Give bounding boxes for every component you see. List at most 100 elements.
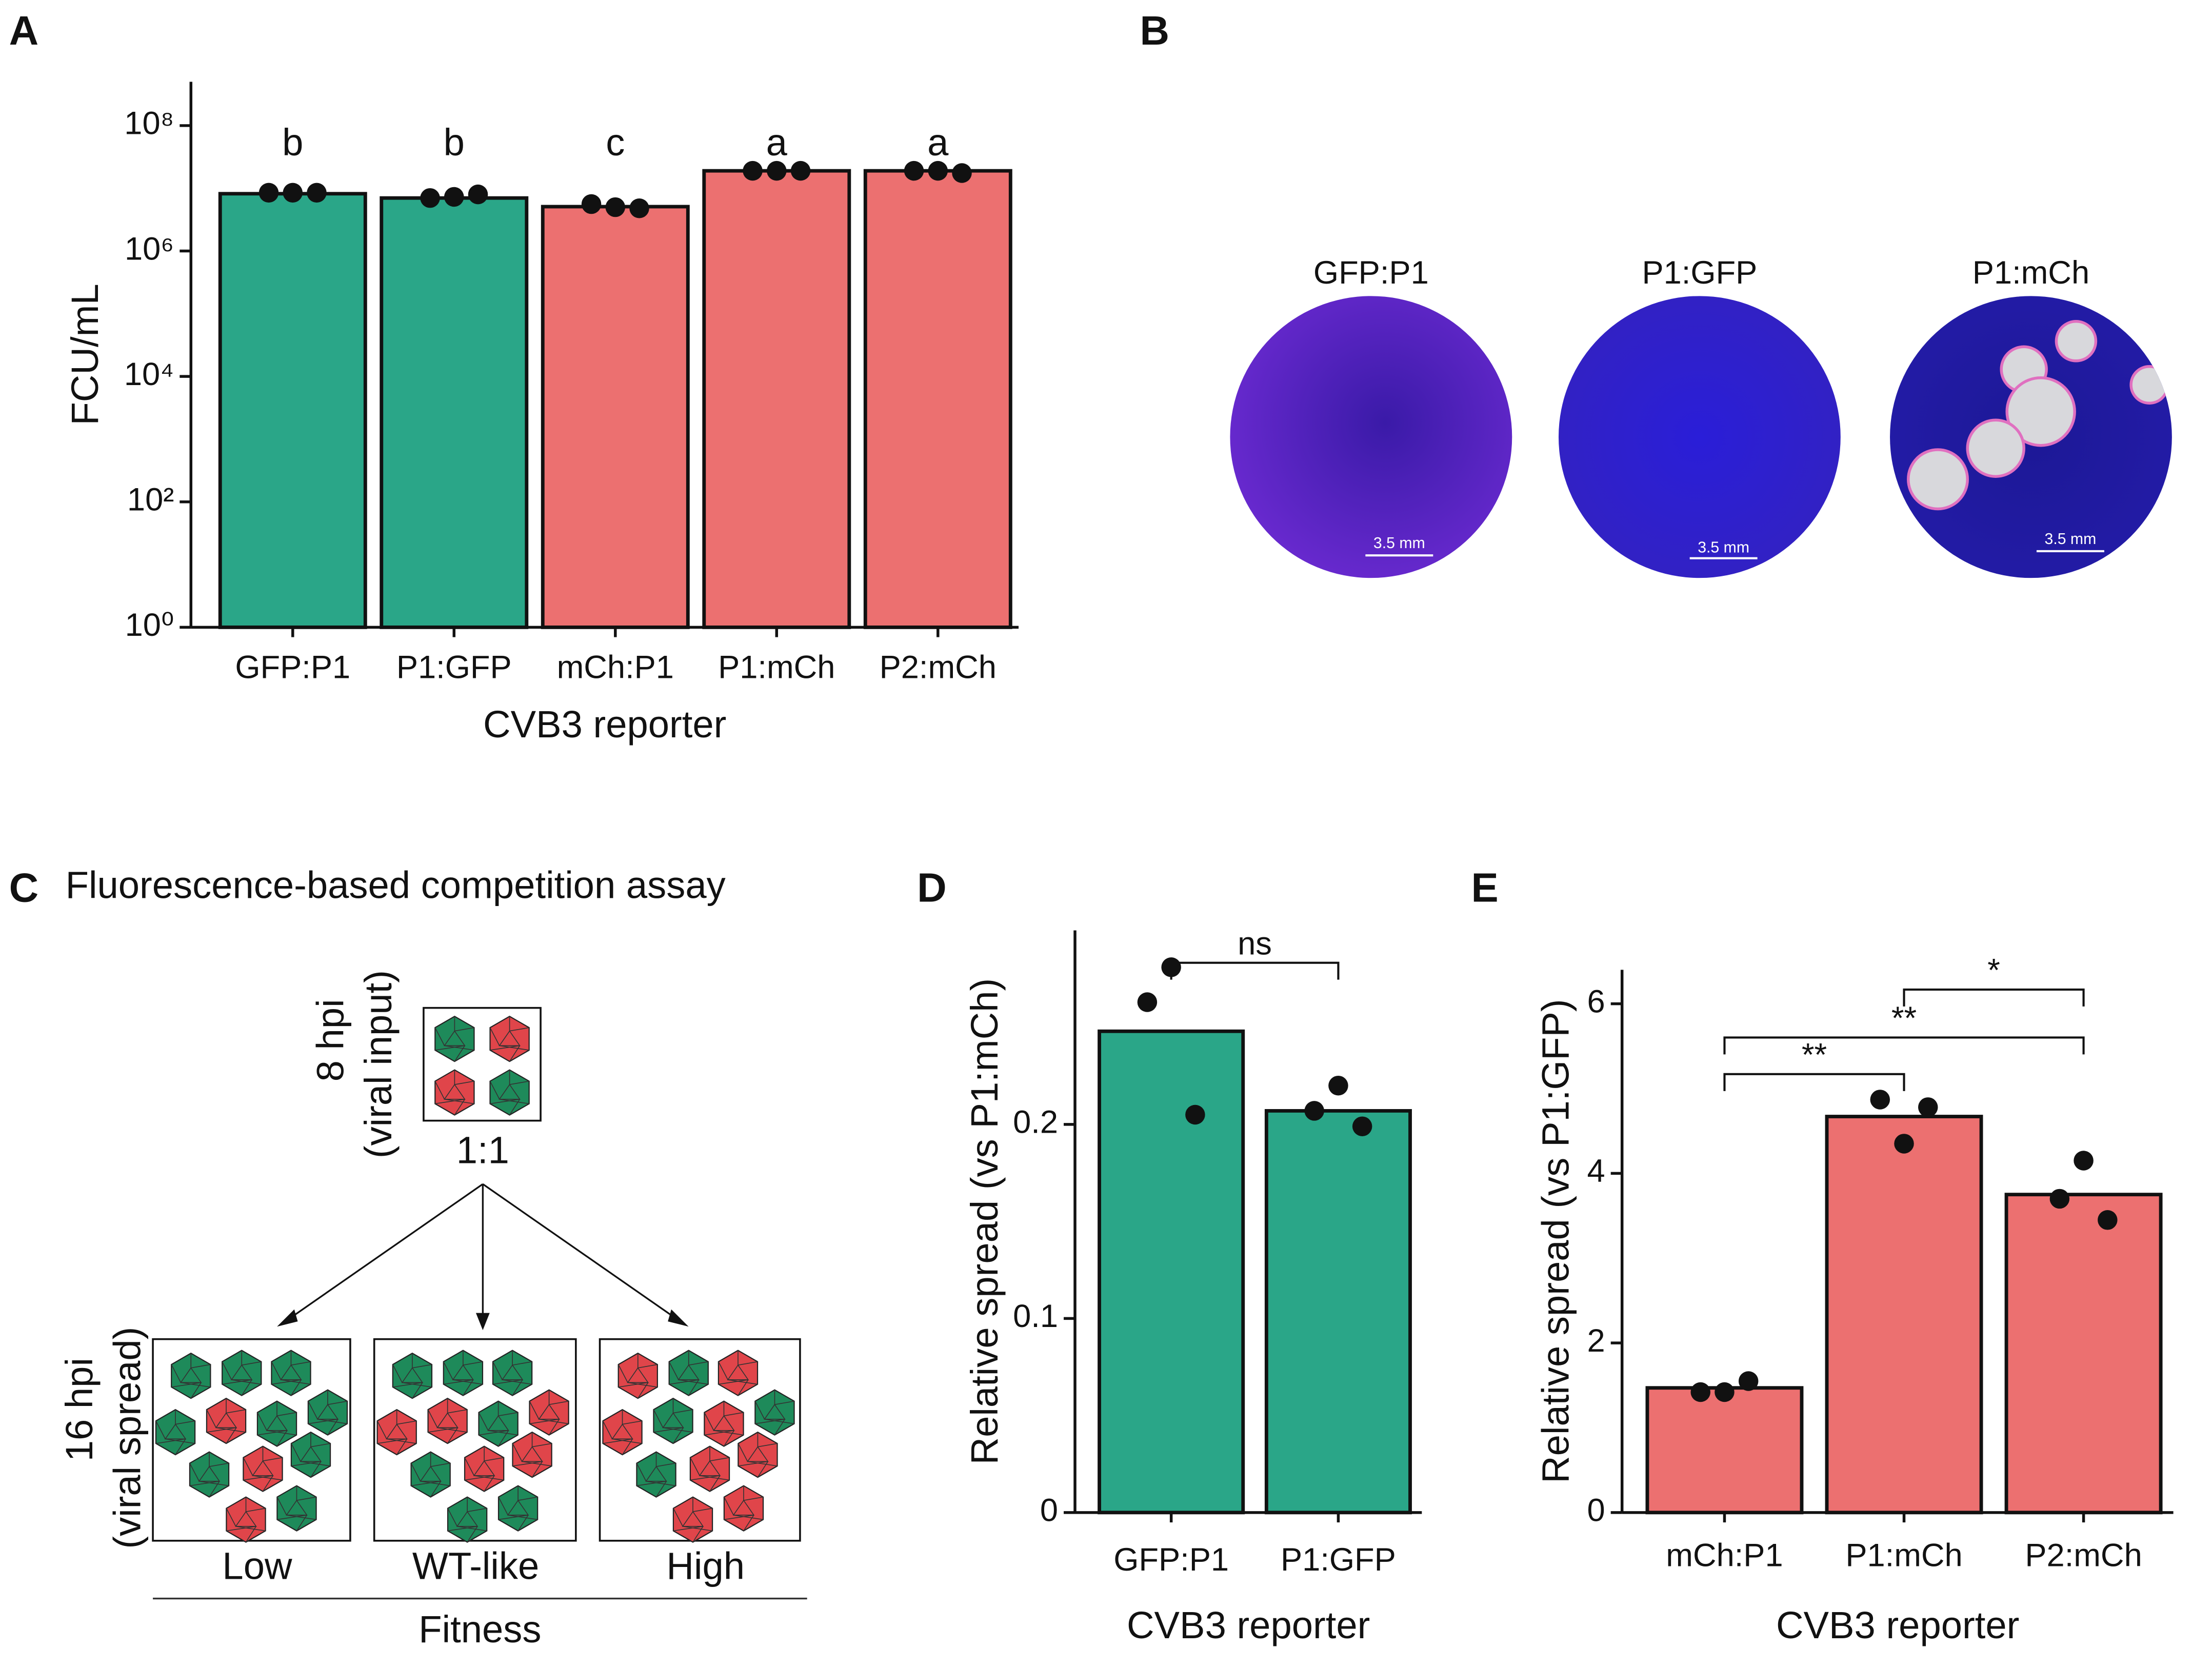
group-letter: a: [766, 121, 788, 164]
virion-face: [444, 1083, 466, 1100]
micrographs: GFP:P1 P1:GFP P1:mCh 3.5 mm 3.5 mm 3.5 m…: [1230, 255, 2172, 578]
virion-icon: [427, 1397, 468, 1444]
virion-edge: [488, 1430, 518, 1436]
virion-edge: [420, 1480, 450, 1486]
virion-edge: [474, 1475, 504, 1481]
virion-edge: [498, 1412, 518, 1417]
bar: [2004, 1193, 2163, 1515]
virion-edge: [774, 1419, 785, 1436]
virion-edge: [467, 1526, 478, 1543]
virion-edge: [412, 1382, 423, 1399]
y-axis-title: Relative spread (vs P1:GFP): [1535, 999, 1577, 1483]
group-letter: b: [444, 121, 465, 164]
virion-edge: [479, 1430, 509, 1436]
outcome-label: High: [666, 1544, 745, 1587]
virion-edge: [663, 1427, 693, 1433]
virion-edge: [435, 1098, 465, 1104]
virion-edge: [175, 1438, 186, 1455]
virion-edge: [392, 1364, 403, 1383]
virion-edge: [738, 1379, 749, 1396]
data-point: [1738, 1371, 1759, 1391]
virion-icon: [443, 1350, 484, 1396]
virion-icon: [290, 1431, 331, 1478]
data-point: [629, 198, 649, 218]
virion-edge: [618, 1382, 648, 1388]
panel-label: E: [1471, 865, 1499, 911]
virion-edge: [602, 1420, 613, 1439]
data-point: [1304, 1101, 1324, 1121]
virion-edge: [165, 1438, 195, 1444]
virion-edge: [317, 1419, 348, 1424]
data-point: [581, 194, 602, 214]
virion-face: [452, 1364, 474, 1380]
significance-label: ns: [1238, 926, 1272, 961]
data-point: [928, 160, 948, 181]
virion-edge: [241, 1379, 252, 1396]
data-point: [1137, 992, 1158, 1012]
virion-edge: [713, 1430, 744, 1436]
virion-face: [386, 1423, 408, 1440]
virion-edge: [490, 1098, 520, 1104]
scale-label: 3.5 mm: [1698, 539, 1749, 556]
virion-face: [627, 1367, 649, 1383]
virion-edge: [758, 1443, 778, 1447]
significance-bracket: [1170, 961, 1340, 980]
virion-face: [300, 1446, 322, 1462]
virion-edge: [637, 1382, 649, 1399]
virion-edge: [447, 1525, 478, 1532]
virion-face: [280, 1364, 302, 1380]
virion-icon: [617, 1352, 658, 1399]
virion-edge: [444, 1045, 474, 1051]
virion-edge: [539, 1419, 569, 1424]
virion-edge: [222, 1361, 232, 1380]
x-tick-label: P2:mCh: [880, 650, 997, 686]
outcome-box: [152, 1338, 351, 1542]
data-point: [2098, 1210, 2118, 1230]
virion-edge: [653, 1427, 684, 1433]
virion-edge: [724, 1412, 744, 1417]
virion-edge: [435, 1045, 465, 1051]
virion-edge: [175, 1420, 195, 1425]
data-point: [283, 183, 303, 203]
virion-edge: [376, 1420, 387, 1439]
virion-edge: [700, 1475, 730, 1481]
virion-edge: [396, 1438, 408, 1455]
data-point: [790, 160, 811, 181]
virion-edge: [447, 1409, 467, 1414]
virion-edge: [291, 1361, 311, 1366]
virion-edge: [492, 1379, 523, 1385]
virion-edge: [434, 1081, 445, 1100]
virion-edge: [690, 1457, 700, 1476]
virion-edge: [636, 1480, 667, 1486]
virion-icon: [271, 1350, 311, 1396]
virion-face: [677, 1364, 700, 1380]
virion-icon: [447, 1496, 488, 1543]
virion-edge: [743, 1496, 764, 1501]
virion-edge: [216, 1427, 246, 1433]
virion-edge: [276, 1497, 287, 1516]
virion-edge: [206, 1427, 236, 1433]
virion-edge: [502, 1379, 532, 1385]
y-tick-label: 10⁶: [125, 231, 174, 267]
spread-label: 16 hpi: [58, 1358, 101, 1461]
virion-edge: [636, 1463, 647, 1482]
virion-edge: [430, 1481, 442, 1498]
virion-edge: [291, 1443, 301, 1462]
data-point: [1690, 1382, 1710, 1402]
virion-edge: [517, 1515, 529, 1532]
virion-edge: [690, 1475, 720, 1481]
virion-edge: [257, 1412, 267, 1431]
virion-edge: [512, 1379, 523, 1396]
group-letter: b: [282, 121, 303, 164]
virion-icon: [718, 1350, 759, 1396]
virion-edge: [411, 1480, 441, 1486]
significance-label: *: [1987, 953, 2000, 989]
virion-edge: [728, 1379, 758, 1385]
virion-edge: [443, 1361, 453, 1380]
data-point: [1918, 1097, 1938, 1117]
y-tick-label: 6: [1587, 983, 1605, 1019]
virion-icon: [206, 1397, 247, 1444]
virion-edge: [724, 1514, 754, 1520]
fitness-label: Fitness: [419, 1608, 541, 1651]
